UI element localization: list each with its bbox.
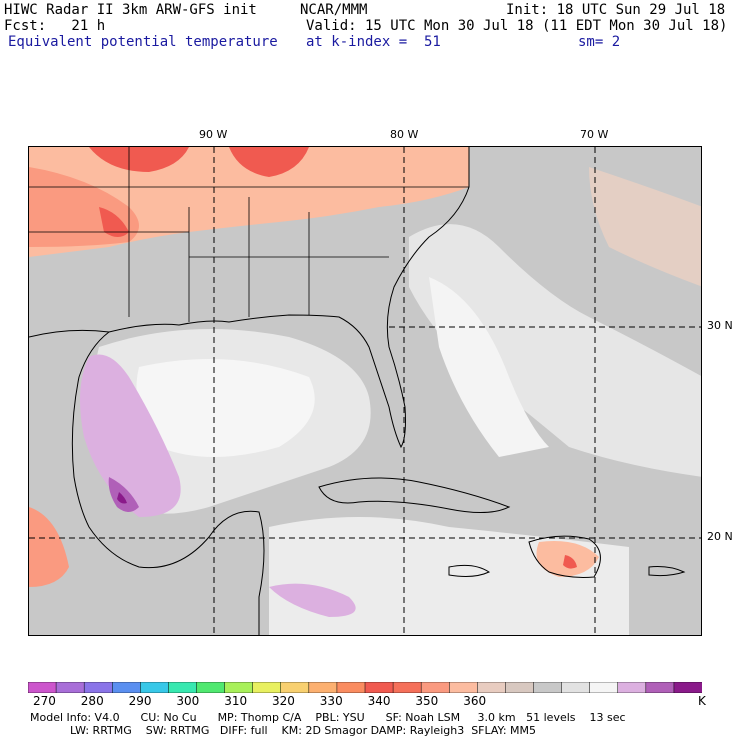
purple-core: [108, 477, 139, 512]
jamaica: [448, 564, 491, 577]
colorbar: [28, 682, 702, 693]
colorbar-swatch: [252, 682, 282, 693]
colorbar-swatch: [28, 682, 57, 693]
hispaniola: [528, 535, 601, 578]
colorbar-swatch: [364, 682, 394, 693]
colorbar-swatch: [308, 682, 338, 693]
lat-label-30n: 30 N: [707, 319, 733, 332]
colorbar-swatch: [196, 682, 226, 693]
colorbar-tick-label: 360: [463, 694, 487, 708]
colorbar-tick-label: 340: [367, 694, 391, 708]
colorbar-tick-label: 290: [128, 694, 152, 708]
init-time: Init: 18 UTC Sun 29 Jul 18: [506, 2, 726, 18]
lat-label-20n: 20 N: [707, 530, 733, 543]
colorbar-swatch: [561, 682, 591, 693]
us-gulf-atlantic-coast: [29, 147, 470, 449]
colorbar-swatch: [224, 682, 254, 693]
smoothing-label: sm= 2: [578, 34, 621, 50]
colorbar-tick-label: 270: [33, 694, 56, 708]
cuba: [318, 477, 511, 513]
colorbar-swatch: [477, 682, 507, 693]
colorbar-tick-label: 310: [224, 694, 248, 708]
colorbar-tick-label: 320: [272, 694, 295, 708]
colorbar-swatch: [55, 682, 85, 693]
ohio-valley-hot-spot: [229, 147, 309, 177]
model-title: HIWC Radar II 3km ARW-GFS init: [4, 2, 257, 18]
theta-e-map: [28, 146, 702, 636]
lon-label-90w: 90 W: [199, 128, 228, 141]
colorbar-swatch: [645, 682, 675, 693]
forecast-hour: Fcst: 21 h: [4, 18, 106, 34]
colorbar-tick-label: 350: [415, 694, 439, 708]
colorbar-swatch: [168, 682, 198, 693]
atlantic-pale-field: [429, 277, 549, 457]
colorbar-unit: K: [698, 694, 706, 708]
field-name: Equivalent potential temperature: [8, 34, 278, 50]
model-info-line: Model Info: V4.0 CU: No Cu MP: Thomp C/A…: [30, 711, 626, 724]
colorbar-tick-label: 300: [176, 694, 200, 708]
colorbar-swatch: [420, 682, 451, 693]
colorbar-swatch: [140, 682, 170, 693]
colorbar-swatch: [336, 682, 366, 693]
colorbar-swatch: [392, 682, 422, 693]
caribbean-purple: [269, 583, 356, 617]
hispaniola-hot-spot: [563, 555, 577, 569]
puerto-rico: [648, 566, 686, 577]
colorbar-swatch: [505, 682, 535, 693]
lon-label-80w: 80 W: [390, 128, 419, 141]
level-label: at k-index = 51: [306, 34, 441, 50]
valid-time: Valid: 15 UTC Mon 30 Jul 18 (11 EDT Mon …: [306, 18, 728, 34]
graticule: [29, 147, 701, 635]
purple-peak: [117, 492, 127, 504]
physics-info-line: LW: RRTMG SW: RRTMG DIFF: full KM: 2D Sm…: [70, 724, 536, 737]
western-gulf-purple: [80, 354, 181, 517]
atlantic-warm-field: [589, 167, 701, 287]
mexico-warm-field: [29, 507, 69, 587]
organization-label: NCAR/MMM: [300, 2, 368, 18]
northern-hot-spot: [89, 147, 189, 172]
colorbar-swatch: [449, 682, 479, 693]
colorbar-swatch: [533, 682, 563, 693]
colorbar-tick-label: 280: [80, 694, 104, 708]
texas-hot-spot: [99, 207, 129, 237]
atlantic-light-field: [409, 224, 701, 477]
colorbar-swatch: [617, 682, 647, 693]
gulf-pale-field: [136, 359, 315, 457]
coastlines: [29, 147, 686, 635]
colorbar-swatch: [280, 682, 310, 693]
colorbar-swatch: [83, 682, 113, 693]
map-canvas: [29, 147, 701, 635]
colorbar-swatch: [673, 682, 702, 693]
colorbar-swatch: [589, 682, 619, 693]
state-borders: [29, 147, 469, 322]
colorbar-tick-label: 330: [319, 694, 343, 708]
mexico-coast: [71, 331, 265, 635]
lon-label-70w: 70 W: [580, 128, 609, 141]
colorbar-swatch: [112, 682, 142, 693]
